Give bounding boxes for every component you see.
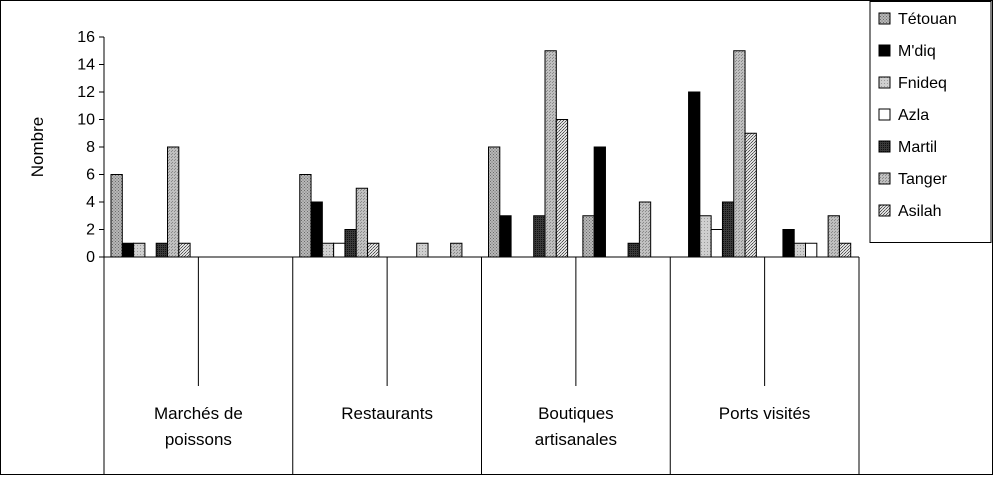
bar-tanger-7 (828, 216, 839, 257)
legend-label: Martil (898, 139, 937, 156)
bar-fnideq-6 (700, 216, 711, 257)
plot-area (111, 51, 851, 257)
bar-tanger-0 (168, 147, 179, 257)
legend-swatch (879, 173, 890, 184)
legend-swatch (879, 205, 890, 216)
bar-mdiq-7 (783, 230, 794, 258)
bar-tanger-3 (451, 243, 462, 257)
category-label: Ports visités (719, 404, 811, 423)
category-label: Restaurants (341, 404, 433, 423)
bar-asilah-0 (179, 243, 190, 257)
bar-asilah-6 (745, 133, 756, 257)
category-label: poissons (165, 430, 232, 449)
bar-ttouan-0 (111, 175, 122, 258)
legend-swatch (879, 141, 890, 152)
legend-label: Asilah (898, 203, 942, 220)
legend-swatch (879, 45, 890, 56)
category-label: artisanales (535, 430, 617, 449)
bar-mdiq-5 (594, 147, 605, 257)
legend-label: Tanger (898, 171, 948, 188)
y-tick-label: 16 (77, 29, 95, 46)
bar-ttouan-4 (489, 147, 500, 257)
bar-tanger-6 (734, 51, 745, 257)
bar-martil-5 (628, 243, 639, 257)
bar-mdiq-6 (689, 92, 700, 257)
bar-fnideq-7 (794, 243, 805, 257)
y-tick-label: 2 (86, 222, 95, 239)
legend-swatch (879, 13, 890, 24)
bar-asilah-2 (368, 243, 379, 257)
bar-martil-2 (345, 230, 356, 258)
bar-asilah-7 (839, 243, 850, 257)
bar-fnideq-2 (322, 243, 333, 257)
legend: Tétouan M'diq Fnideq Azla Martil Tanger Asilah (870, 2, 991, 243)
y-tick-label: 8 (86, 139, 95, 156)
legend-label: Azla (898, 107, 929, 124)
y-tick-label: 10 (77, 112, 95, 129)
legend-label: Tétouan (898, 11, 957, 28)
bar-fnideq-0 (134, 243, 145, 257)
category-label: Marchés de (154, 404, 243, 423)
y-tick-label: 14 (77, 57, 95, 74)
bar-tanger-2 (356, 188, 367, 257)
bar-mdiq-0 (122, 243, 133, 257)
legend-swatch (879, 109, 890, 120)
y-tick-label: 6 (86, 167, 95, 184)
y-tick-label: 4 (86, 194, 95, 211)
bar-azla-6 (711, 230, 722, 258)
bar-azla-7 (806, 243, 817, 257)
bar-ttouan-2 (300, 175, 311, 258)
y-tick-label: 12 (77, 84, 95, 101)
bar-martil-4 (534, 216, 545, 257)
bar-mdiq-4 (500, 216, 511, 257)
legend-label: M'diq (898, 43, 936, 60)
bar-martil-0 (156, 243, 167, 257)
bar-asilah-4 (556, 120, 567, 258)
legend-swatch (879, 77, 890, 88)
bar-ttouan-5 (583, 216, 594, 257)
y-tick-label: 0 (86, 249, 95, 266)
bar-tanger-4 (545, 51, 556, 257)
legend-label: Fnideq (898, 75, 947, 92)
bar-fnideq-3 (417, 243, 428, 257)
bar-tanger-5 (639, 202, 650, 257)
bar-martil-6 (722, 202, 733, 257)
bar-azla-2 (334, 243, 345, 257)
category-label: Boutiques (538, 404, 614, 423)
bar-mdiq-2 (311, 202, 322, 257)
y-axis-title: Nombre (28, 117, 47, 177)
